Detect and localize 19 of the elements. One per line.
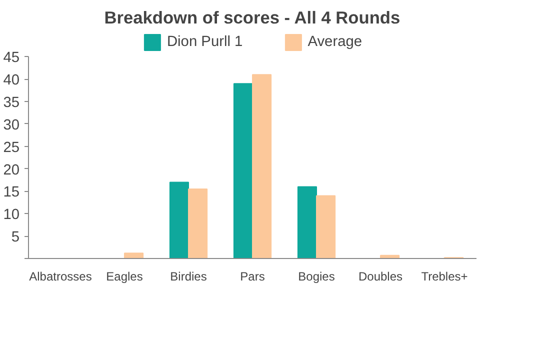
x-tick-label: Eagles [106, 270, 143, 284]
legend-label: Average [308, 34, 362, 50]
x-tick-label: Trebles+ [421, 270, 468, 284]
y-tick-label: 40 [3, 72, 20, 89]
y-tick-label: 10 [3, 207, 20, 224]
x-tick-label: Doubles [358, 270, 403, 284]
y-tick-label: 5 [11, 230, 20, 246]
y-tick-label: 25 [3, 140, 20, 156]
x-tick-label: Bogies [298, 270, 335, 284]
chart-title: Breakdown of scores - All 4 Rounds [104, 8, 400, 28]
y-tick-label: 45 [3, 50, 20, 66]
y-tick-label: 30 [3, 117, 20, 134]
y-tick-label: 35 [3, 95, 20, 112]
x-tick-label: Albatrosses [29, 270, 92, 284]
y-tick-label: 15 [3, 184, 20, 201]
x-tick-label: Birdies [170, 270, 207, 284]
x-tick-label: Pars [240, 270, 265, 284]
legend-label: Dion Purll 1 [166, 34, 243, 50]
y-tick-label: 20 [3, 162, 20, 178]
